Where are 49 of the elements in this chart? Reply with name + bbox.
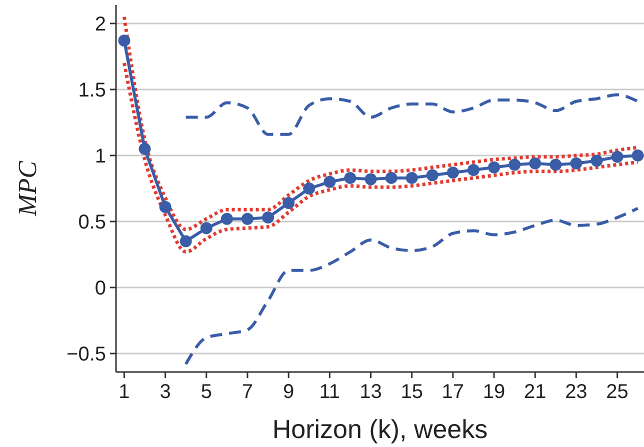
point — [282, 197, 295, 210]
x-tick-label: 9 — [283, 381, 294, 403]
y-tick-label: 0.5 — [78, 212, 106, 234]
point — [590, 154, 603, 167]
x-tick-label: 7 — [242, 381, 254, 403]
point — [385, 172, 398, 184]
x-tick-label: 23 — [565, 381, 588, 403]
y-tick-label: 1 — [94, 145, 106, 168]
y-tick-label: −0.5 — [66, 344, 106, 366]
x-tick-label: 15 — [400, 381, 423, 403]
point — [467, 164, 480, 176]
point — [159, 200, 172, 213]
point — [570, 157, 582, 170]
point — [200, 222, 212, 234]
line-series — [184, 93, 640, 136]
point — [406, 172, 418, 184]
x-tick-label: 1 — [118, 381, 130, 403]
point — [324, 176, 336, 188]
point — [426, 169, 438, 182]
point — [488, 161, 500, 174]
point — [118, 34, 130, 47]
x-tick-label: 25 — [606, 381, 628, 403]
x-tick-label: 19 — [482, 381, 506, 403]
point — [550, 158, 562, 171]
x-tick-label: 13 — [360, 381, 382, 403]
point — [632, 149, 644, 162]
point — [446, 166, 459, 179]
point — [220, 212, 233, 225]
point — [529, 157, 542, 170]
point — [303, 182, 316, 194]
x-axis-title: Horizon (k), weeks — [272, 414, 488, 444]
line-series — [184, 206, 640, 366]
x-tick-label: 21 — [524, 381, 546, 403]
point — [364, 173, 377, 186]
x-tick-label: 3 — [160, 381, 171, 403]
point — [262, 212, 274, 224]
x-tick-label: 17 — [442, 381, 464, 403]
x-tick-label: 11 — [319, 381, 340, 403]
point — [138, 142, 151, 155]
point — [508, 158, 521, 171]
point — [180, 235, 192, 248]
point — [611, 150, 624, 163]
y-tick-label: 0 — [94, 278, 106, 300]
y-tick-label: 1.5 — [78, 79, 106, 102]
x-tick-label: 5 — [200, 381, 212, 403]
point — [241, 212, 254, 225]
point — [344, 172, 356, 184]
y-axis-title: MPC — [13, 160, 42, 217]
y-tick-label: 2 — [94, 13, 106, 36]
